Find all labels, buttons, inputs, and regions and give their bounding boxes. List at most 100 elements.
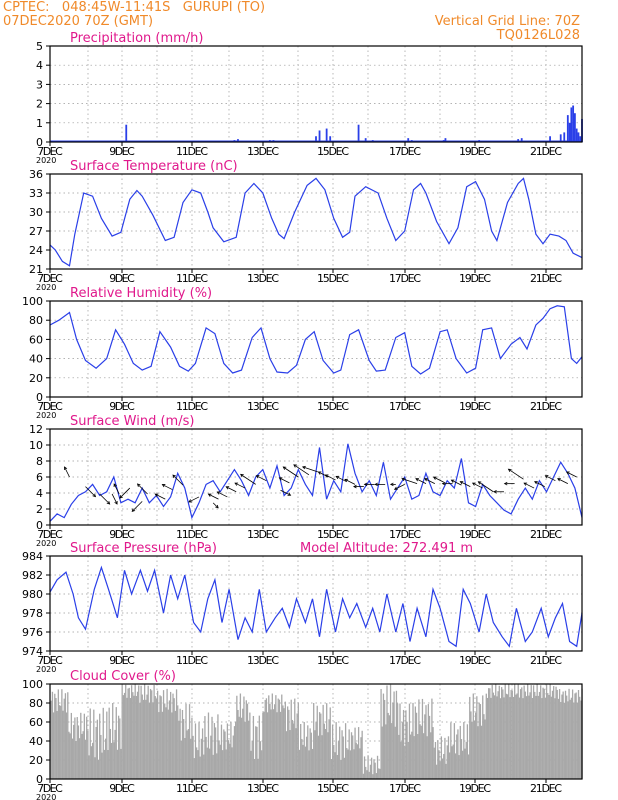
cloud-cover-bar	[292, 723, 295, 779]
cloud-cover-bar	[94, 757, 96, 779]
precipitation-bar	[444, 138, 447, 142]
x-tick-label: 9DEC	[109, 145, 135, 158]
panel-2	[46, 300, 583, 401]
cloud-cover-bar	[108, 707, 110, 779]
y-tick-label: 8	[36, 455, 43, 468]
cloud-cover-bar	[411, 731, 413, 779]
wind-arrow	[226, 486, 237, 493]
cloud-cover-bar	[289, 730, 291, 779]
cloud-cover-bar	[169, 691, 172, 779]
cloud-cover-bar	[89, 708, 91, 779]
cloud-cover-bar	[392, 702, 394, 779]
cloud-cover-bar	[557, 698, 560, 779]
cloud-cover-bar	[463, 722, 465, 779]
cloud-cover-bar	[282, 705, 284, 779]
cloud-cover-bar	[568, 688, 570, 779]
series-line	[49, 565, 583, 648]
x-tick-label: 15DEC	[317, 272, 349, 285]
precipitation-bar	[325, 128, 328, 142]
cloud-cover-bar	[257, 758, 259, 779]
cloud-cover-bar	[168, 700, 171, 779]
cloud-cover-bar	[288, 709, 290, 779]
cloud-cover-bar	[400, 741, 402, 779]
cloud-cover-bar	[333, 744, 335, 779]
cloud-cover-bar	[160, 696, 162, 779]
cloud-cover-bar	[566, 695, 568, 779]
cloud-cover-bar	[516, 693, 518, 779]
cloud-cover-bar	[393, 691, 395, 779]
panel-3	[46, 428, 583, 529]
cloud-cover-bar	[203, 754, 205, 779]
cloud-cover-bar	[133, 695, 135, 779]
cloud-cover-bar	[274, 704, 276, 779]
cloud-cover-bar	[484, 719, 486, 779]
cloud-cover-bar	[207, 712, 210, 779]
cloud-cover-bar	[321, 735, 323, 779]
cloud-cover-bar	[313, 703, 315, 779]
cloud-cover-bar	[538, 691, 541, 779]
cloud-cover-bar	[102, 707, 104, 779]
wind-arrow	[162, 484, 173, 490]
y-tick-label: 33	[29, 187, 43, 200]
cloud-cover-bar	[375, 773, 378, 779]
wind-arrow-head	[131, 508, 136, 512]
cloud-cover-bar	[197, 750, 199, 779]
cloud-cover-bar	[296, 713, 298, 779]
x-tick-label: 17DEC	[389, 400, 421, 413]
cloud-cover-bar	[453, 723, 456, 779]
cloud-cover-bar	[76, 717, 78, 779]
cloud-cover-bar	[522, 698, 524, 779]
wind-arrow-head	[565, 471, 570, 475]
x-tick-label: 11DEC	[176, 528, 208, 541]
cloud-cover-bar	[322, 704, 324, 779]
wind-arrow	[415, 478, 427, 485]
cloud-cover-bar	[205, 736, 207, 779]
cloud-cover-bar	[63, 698, 65, 779]
cloud-cover-bar	[459, 725, 461, 779]
cloud-cover-bar	[249, 712, 251, 779]
cloud-cover-bar	[420, 725, 422, 779]
wind-arrow-head	[477, 481, 482, 485]
plot-frame	[49, 555, 583, 652]
cloud-cover-bar	[78, 738, 81, 779]
cloud-cover-bar	[67, 692, 69, 779]
cloud-cover-bar	[123, 692, 126, 779]
cloud-cover-bar	[372, 774, 374, 779]
cloud-cover-bar	[551, 690, 554, 779]
y-tick-label: 20	[29, 754, 43, 767]
x-tick-label: 21DEC	[530, 654, 562, 667]
cloud-cover-bar	[502, 689, 504, 779]
cloud-cover-bar	[478, 702, 480, 779]
cloud-cover-bar	[71, 738, 74, 779]
wind-arrow-head	[344, 478, 349, 483]
cloud-cover-bar	[303, 722, 305, 779]
cloud-cover-bar	[268, 695, 270, 779]
x-tick-label: 9DEC	[109, 272, 135, 285]
cloud-cover-bar	[164, 703, 166, 779]
cloud-cover-bar	[130, 685, 133, 779]
wind-arrow	[208, 493, 219, 500]
cloud-cover-bar	[398, 734, 400, 779]
cloud-cover-bar	[545, 684, 548, 779]
plot-frame	[49, 428, 583, 526]
cloud-cover-bar	[561, 694, 563, 779]
wind-arrow-head	[353, 484, 357, 489]
cloud-cover-bar	[229, 743, 231, 779]
cloud-cover-bar	[153, 684, 155, 779]
cloud-cover-bar	[337, 741, 340, 779]
panel-title: Cloud Cover (%)	[70, 669, 176, 684]
cloud-cover-bar	[529, 692, 531, 779]
cloud-cover-bar	[103, 749, 106, 779]
y-tick-label: 980	[22, 588, 43, 601]
cloud-cover-bar	[90, 746, 93, 779]
wind-arrow	[283, 466, 299, 478]
wind-arrow	[217, 491, 228, 498]
cloud-cover-bar	[428, 715, 431, 779]
precipitation-bar	[520, 138, 523, 142]
wind-arrow-head	[557, 478, 561, 482]
series-line	[49, 305, 583, 375]
cloud-cover-bar	[281, 694, 283, 779]
panel-title: Relative Humidity (%)	[70, 286, 212, 301]
cloud-cover-bar	[531, 697, 534, 779]
cloud-cover-bar	[438, 750, 440, 779]
